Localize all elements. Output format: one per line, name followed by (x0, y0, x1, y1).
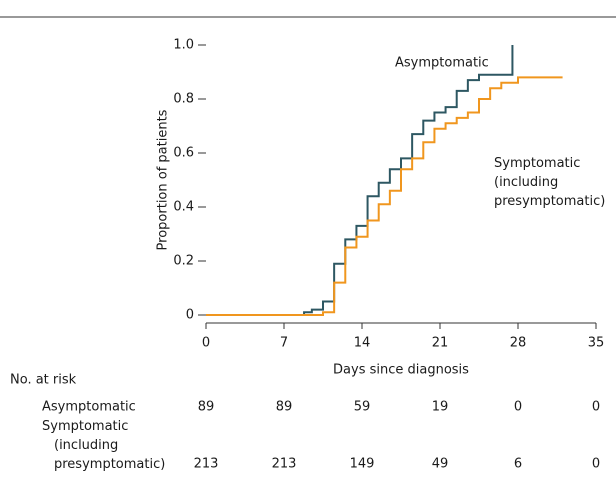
y-tick-label: 0.4 (173, 200, 194, 215)
x-tick-label: 21 (432, 336, 449, 351)
risk-count: 0 (592, 457, 600, 472)
x-tick-label: 35 (588, 336, 605, 351)
risk-count: 149 (350, 457, 375, 472)
risk-count: 89 (276, 400, 293, 415)
curve-label: Asymptomatic (395, 56, 489, 71)
x-axis-label: Days since diagnosis (333, 363, 469, 378)
y-axis-label: Proportion of patients (156, 109, 171, 250)
y-tick-label: 0.6 (173, 146, 194, 161)
risk-count: 49 (432, 457, 449, 472)
risk-count: 0 (514, 400, 522, 415)
x-tick-label: 14 (354, 336, 371, 351)
risk-count: 6 (514, 457, 522, 472)
risk-count: 213 (194, 457, 219, 472)
km-curve (206, 76, 563, 316)
risk-count: 89 (198, 400, 215, 415)
y-tick-label: 1.0 (173, 38, 194, 53)
x-tick-label: 28 (510, 336, 527, 351)
curve-label: Symptomatic (including presymptomatic) (494, 156, 605, 209)
y-tick-label: 0.2 (173, 254, 194, 269)
risk-count: 0 (592, 400, 600, 415)
risk-count: 19 (432, 400, 449, 415)
risk-row-label: Asymptomatic (42, 400, 136, 415)
x-tick-label: 0 (202, 336, 210, 351)
y-tick-label: 0 (186, 308, 194, 323)
km-curve (206, 45, 514, 316)
risk-count: 213 (272, 457, 297, 472)
risk-table-title: No. at risk (10, 373, 77, 388)
risk-row-label: Symptomatic (including presymptomatic) (42, 419, 165, 472)
y-tick-label: 0.8 (173, 92, 194, 107)
risk-count: 59 (354, 400, 371, 415)
x-tick-label: 7 (280, 336, 288, 351)
